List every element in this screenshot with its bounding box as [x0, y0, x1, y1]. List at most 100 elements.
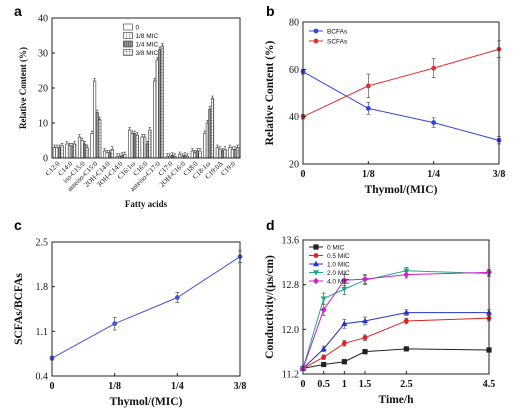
bar-38MIC-13 — [223, 148, 227, 159]
d-legend-marker-3 — [313, 270, 319, 276]
bar-14MIC-0 — [57, 147, 62, 159]
bar-0-7 — [140, 136, 144, 159]
a-xlabel: Fatty acids — [125, 199, 168, 209]
b-legend-label-0: BCFAs — [327, 29, 348, 36]
bar-18MIC-2 — [80, 140, 84, 159]
d-xtick-label: 0 — [301, 379, 306, 390]
bar-18MIC-13 — [218, 148, 222, 159]
panel-label-d: d — [266, 217, 275, 233]
bar-0-6 — [128, 129, 132, 159]
d-legend-label-4: 4.0 MIC — [327, 279, 350, 286]
d-legend-label-3: 2.0 MIC — [327, 270, 350, 277]
c-xtick-label: 0 — [50, 381, 55, 392]
panel-label-c: c — [14, 217, 22, 233]
c-ytick-label: 0.4 — [36, 372, 49, 383]
legend-swatch-3 — [123, 49, 133, 56]
d-point-0-3 — [362, 349, 368, 355]
bar-0-4 — [102, 150, 107, 159]
legend-label-3: 3/8 MIC — [135, 50, 158, 57]
bar-0-2 — [77, 136, 82, 159]
bar-14MIC-3 — [95, 112, 99, 159]
c-point-0-2 — [174, 295, 180, 300]
bar-18MIC-4 — [105, 152, 109, 159]
a-ytick-label: 0 — [43, 154, 48, 165]
bar-18MIC-14 — [230, 148, 235, 159]
b-xtick-label: 1/8 — [362, 169, 375, 180]
d-xtick-label: 1.5 — [359, 379, 372, 390]
d-legend-marker-2 — [313, 260, 319, 267]
d-point-0-2 — [341, 359, 347, 365]
chart-d: 11.2 12.0 12.8 13.6 0 0.5 1 1.5 2.5 4.5 Time/h Cond… — [264, 236, 495, 407]
d-ytick-label: 12.8 — [282, 280, 300, 291]
bar-38MIC-4 — [110, 148, 114, 159]
legend-swatch-2 — [123, 40, 133, 48]
bar-18MIC-8 — [155, 59, 159, 159]
bar-14MIC-2 — [83, 143, 87, 159]
bar-0-11 — [190, 150, 194, 159]
c-ytick-label: 1.8 — [36, 282, 49, 293]
bar-18MIC-11 — [193, 152, 197, 159]
b-xlabel: Thymol/(MIC) — [365, 184, 438, 196]
d-xtick-label: 2.5 — [400, 379, 413, 390]
b-series-line-1 — [302, 48, 500, 118]
d-point-4-3 — [362, 275, 368, 283]
bar-38MIC-0 — [60, 145, 64, 159]
bar-14MIC-8 — [158, 49, 162, 159]
a-ytick-label: 20 — [38, 84, 48, 95]
bar-0-0 — [52, 147, 56, 159]
b-ylabel: Relative Content (%) — [264, 40, 276, 145]
a-ylabel: Relative Content (%) — [18, 47, 28, 129]
b-xtick-label: 0 — [301, 169, 306, 180]
d-series-line-2 — [302, 312, 489, 369]
b-point-0-2 — [431, 120, 437, 125]
chart-c: 0.4 1.1 1.8 2.5 0 1/8 1/4 3/8 Thymol/(MIC) SCFAs/… — [13, 238, 246, 409]
d-point-0-1 — [321, 361, 327, 368]
d-ytick-label: 13.6 — [282, 236, 300, 247]
legend-swatch-1 — [123, 32, 133, 39]
d-legend-marker-4 — [313, 277, 319, 285]
d-xtick-label: 1 — [342, 379, 347, 390]
b-legend-label-1: SCFAs — [327, 39, 348, 46]
d-point-1-1 — [321, 354, 327, 360]
xcat-label: C19:0 — [219, 159, 237, 177]
panel-label-a: a — [14, 3, 22, 19]
legend-swatch-0 — [123, 23, 133, 31]
b-ytick-label: 20 — [289, 160, 299, 171]
bar-0-13 — [215, 147, 219, 159]
a-ytick-label: 40 — [38, 14, 48, 25]
d-point-2-2 — [341, 320, 348, 326]
bar-38MIC-2 — [85, 147, 89, 159]
d-point-4-2 — [341, 277, 348, 284]
d-point-2-3 — [362, 317, 368, 324]
c-point-0-1 — [112, 321, 118, 327]
bar-0-12 — [203, 133, 207, 159]
c-xtick-label: 1/8 — [108, 381, 121, 392]
bar-0-3 — [90, 133, 94, 159]
d-plot-frame — [302, 239, 490, 375]
bar-14MIC-4 — [108, 152, 112, 159]
bar-38MIC-7 — [148, 129, 152, 159]
b-ytick-label: 80 — [289, 18, 299, 29]
c-ylabel: SCFAs/BCFAs — [13, 273, 25, 345]
bar-18MIC-3 — [92, 80, 97, 159]
bar-38MIC-8 — [160, 45, 164, 159]
legend-label-0: 0 — [135, 25, 139, 32]
legend-label-1: 1/8 MIC — [135, 33, 158, 40]
d-point-0-4 — [403, 346, 409, 352]
b-legend-marker-0 — [313, 28, 319, 34]
bar-14MIC-13 — [220, 150, 225, 159]
b-point-1-1 — [365, 83, 371, 89]
bar-38MIC-11 — [198, 150, 202, 159]
bar-38MIC-14 — [236, 147, 240, 159]
d-point-3-2 — [341, 286, 348, 293]
b-legend-marker-1 — [313, 38, 319, 44]
d-point-1-3 — [362, 335, 368, 341]
bar-14MIC-12 — [208, 108, 212, 159]
d-ylabel: Conductivity/(μs/cm) — [264, 255, 276, 359]
d-point-2-1 — [320, 345, 327, 352]
a-ytick-label: 10 — [38, 119, 48, 130]
d-ytick-label: 11.2 — [282, 370, 299, 381]
bar-0-10 — [178, 154, 182, 159]
b-series-line-0 — [302, 71, 500, 141]
d-legend-label-2: 1.0 MIC — [327, 262, 350, 269]
